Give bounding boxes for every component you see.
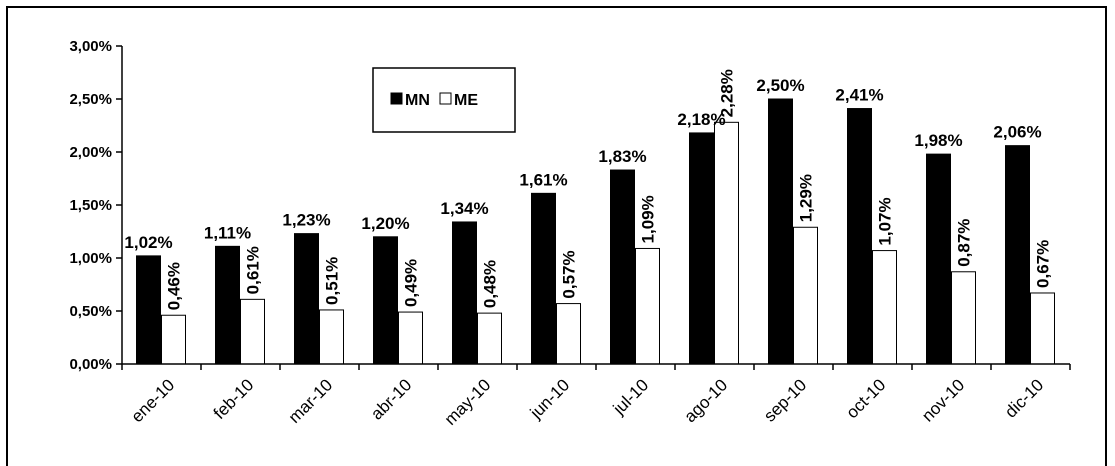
bar-mn-oct-10 <box>847 108 872 365</box>
y-tick-label: 0,00% <box>69 356 112 373</box>
x-tick-label: oct-10 <box>842 375 889 422</box>
bar-mn-abr-10 <box>373 236 398 365</box>
x-tick-label: mar-10 <box>285 375 337 427</box>
x-tick-label: jun-10 <box>526 375 574 423</box>
data-label-me: 0,87% <box>955 219 974 267</box>
bar-me-abr-10 <box>398 311 423 365</box>
bar-mn-ene-10 <box>136 255 161 365</box>
legend-swatch-me <box>439 92 452 105</box>
legend-swatch-mn <box>390 92 403 105</box>
bar-me-jul-10 <box>635 247 660 365</box>
data-label-mn: 2,41% <box>835 86 883 105</box>
data-label-me: 1,29% <box>797 174 816 222</box>
bar-me-oct-10 <box>872 250 897 365</box>
data-label-me: 1,09% <box>639 195 658 243</box>
bar-me-feb-10 <box>240 298 265 365</box>
bar-me-jun-10 <box>556 303 581 365</box>
bar-me-sep-10 <box>793 226 818 365</box>
bar-mn-jul-10 <box>610 169 635 365</box>
x-axis: ene-10 feb-10 mar-10 abr-10 may-10 jun-10 jul-… <box>121 363 1071 429</box>
bars: 1,02% 0,46% 1,11% 0,61% 1,23% 0,51% 1,20% 0,49%… <box>124 69 1055 365</box>
data-label-mn: 1,98% <box>914 131 962 150</box>
x-tick-label: sep-10 <box>760 375 810 425</box>
data-label-me: 2,28% <box>718 69 737 117</box>
data-label-mn: 2,06% <box>993 123 1041 142</box>
data-label-mn: 1,83% <box>598 147 646 166</box>
data-label-mn: 1,20% <box>361 214 409 233</box>
data-label-mn: 1,11% <box>204 223 251 242</box>
data-label-mn: 1,23% <box>282 211 330 230</box>
x-tick-label: feb-10 <box>210 375 258 423</box>
y-axis: 0,00% 0,50% 1,00% 1,50% 2,00% 2,50% 3,00% <box>69 38 123 373</box>
y-tick-label: 1,00% <box>69 250 112 267</box>
bar-mn-mar-10 <box>294 233 319 365</box>
bar-mn-feb-10 <box>215 245 240 365</box>
data-label-mn: 1,02% <box>124 233 172 252</box>
bar-me-nov-10 <box>951 271 976 365</box>
bar-mn-dic-10 <box>1005 145 1030 365</box>
data-label-me: 0,57% <box>560 250 579 298</box>
x-tick-label: nov-10 <box>918 375 968 425</box>
y-tick-label: 0,50% <box>69 303 112 320</box>
chart-frame <box>6 6 1107 466</box>
bar-mn-may-10 <box>452 221 477 365</box>
bar-me-dic-10 <box>1030 292 1055 365</box>
bar-mn-sep-10 <box>768 98 793 365</box>
y-tick-label: 2,00% <box>69 144 112 161</box>
y-tick-label: 3,00% <box>69 38 112 55</box>
data-label-me: 0,49% <box>402 259 421 307</box>
bar-me-may-10 <box>477 312 502 365</box>
bar-me-mar-10 <box>319 309 344 365</box>
data-label-me: 0,67% <box>1034 240 1053 288</box>
legend-label-mn: MN <box>405 92 430 109</box>
x-tick-label: may-10 <box>441 375 495 429</box>
data-label-me: 0,51% <box>323 257 342 305</box>
data-label-mn: 2,18% <box>677 110 725 129</box>
x-tick-label: abr-10 <box>367 375 415 423</box>
bar-mn-jun-10 <box>531 192 556 365</box>
bar-mn-nov-10 <box>926 153 951 365</box>
data-label-me: 0,48% <box>481 260 500 308</box>
x-tick-label: ene-10 <box>127 375 178 426</box>
legend: MN ME <box>372 67 516 133</box>
data-label-me: 0,61% <box>244 246 263 294</box>
data-label-mn: 1,61% <box>519 170 567 189</box>
data-label-me: 1,07% <box>876 197 895 245</box>
y-tick-label: 1,50% <box>69 197 112 214</box>
bar-me-ene-10 <box>161 314 186 365</box>
data-label-me: 0,46% <box>165 262 184 310</box>
x-tick-label: ago-10 <box>680 375 731 426</box>
data-label-mn: 1,34% <box>440 199 488 218</box>
y-tick-label: 2,50% <box>69 91 112 108</box>
data-label-mn: 2,50% <box>756 76 804 95</box>
bar-me-ago-10 <box>714 121 739 365</box>
x-tick-label: dic-10 <box>1001 375 1047 421</box>
x-tick-label: jul-10 <box>609 375 653 419</box>
bar-mn-ago-10 <box>689 132 714 365</box>
legend-label-me: ME <box>454 92 478 109</box>
